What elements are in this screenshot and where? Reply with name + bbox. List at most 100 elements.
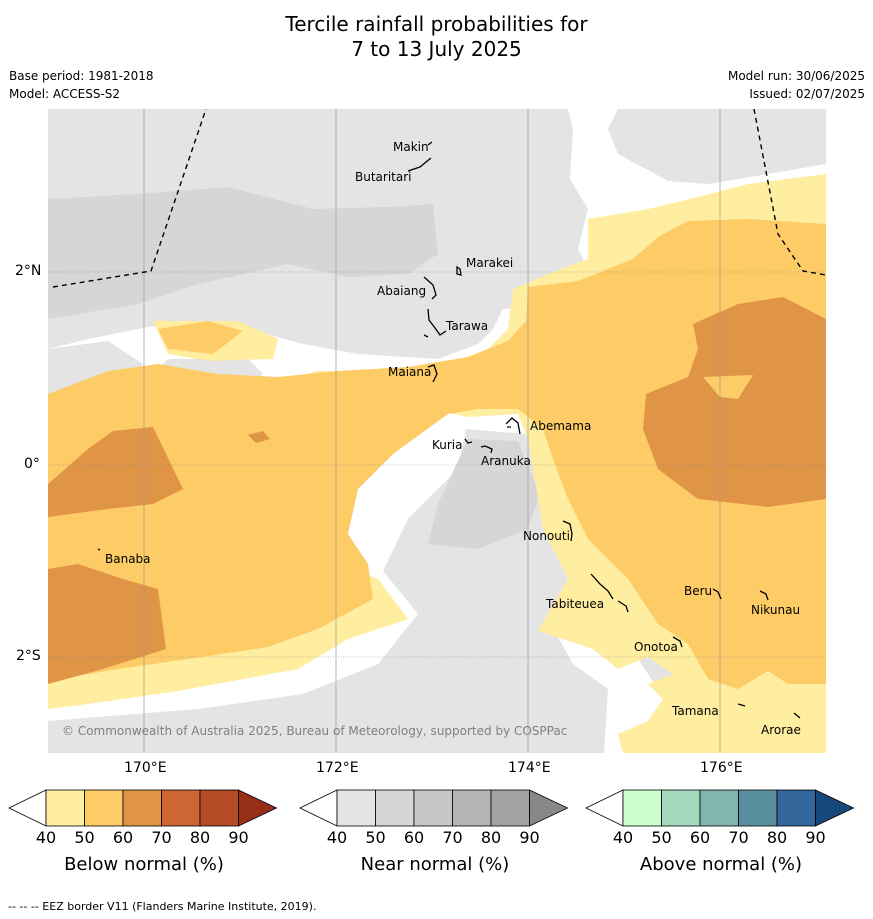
copyright-text: © Commonwealth of Australia 2025, Bureau… (62, 724, 568, 738)
graticule (48, 271, 826, 658)
lat-label-2s: 2°S (16, 648, 41, 664)
below-normal-60-region-speck (248, 431, 270, 443)
nonouti-island (562, 520, 573, 542)
colorbar-extend-high (815, 789, 855, 827)
lon-label-170e: 170°E (124, 760, 167, 776)
place-label-tamana: Tamana (672, 704, 719, 718)
colorbar-segment (122, 789, 162, 827)
colorbar-extend-low (585, 789, 624, 827)
below-normal-50-region (48, 219, 826, 689)
colorbar-tick-label: 90 (228, 828, 249, 847)
onotoa-island (672, 636, 683, 648)
place-label-onotoa: Onotoa (634, 640, 678, 654)
eez-footnote: -- -- -- EEZ border V11 (Flanders Marine… (8, 900, 317, 913)
tamana-island (737, 703, 746, 707)
colorbar-segment (661, 789, 701, 827)
colorbar-tick-label: 90 (805, 828, 826, 847)
lon-label-172e: 172°E (316, 760, 359, 776)
colorbar-segment (161, 789, 201, 827)
tabiteuea-island (590, 573, 629, 613)
colorbar-label-above: Above normal (%) (639, 854, 803, 875)
colorbar-segment (452, 789, 492, 827)
colorbar-label-near: Near normal (%) (360, 854, 510, 875)
near-normal-50-region-south (428, 439, 540, 549)
colorbar-segment (84, 789, 124, 827)
model-run-text: Model run: 30/06/2025 (727, 69, 865, 83)
abaiang-island (423, 276, 437, 300)
colorbar-segment (45, 789, 85, 827)
colorbar-segment (490, 789, 530, 827)
below-normal-60-region-east (643, 297, 826, 507)
near-normal-40-region-northeast (608, 109, 826, 184)
place-label-aranuka: Aranuka (481, 454, 531, 468)
colorbar-tick-label: 40 (326, 828, 348, 847)
colorbar-extend-low (299, 789, 338, 827)
colorbar-segment (738, 789, 778, 827)
colorbar-segment (336, 789, 376, 827)
graticule-meridians (143, 109, 721, 753)
lon-label-176e: 176°E (700, 760, 743, 776)
colorbar-tick-label: 40 (612, 828, 634, 847)
place-label-marakei: Marakei (466, 256, 514, 270)
arorae-island (793, 712, 801, 719)
colorbar-tick-label: 70 (442, 828, 463, 847)
kuria-island (464, 438, 473, 444)
colorbar-segment (776, 789, 816, 827)
colorbar-tick-label: 80 (189, 828, 211, 847)
colorbar-tick-label: 60 (112, 828, 134, 847)
colorbar-tick-label: 60 (689, 828, 711, 847)
place-label-tabiteuea: Tabiteuea (546, 597, 605, 611)
lat-label-equator: 0° (24, 456, 40, 472)
place-label-beru: Beru (684, 584, 713, 598)
issued-text: Issued: 02/07/2025 (749, 87, 865, 101)
eez-border-east (753, 109, 826, 276)
colorbar-extend-high (529, 789, 569, 827)
colorbar-label-below: Below normal (%) (64, 854, 224, 875)
map-title-line1: Tercile rainfall probabilities for (285, 12, 588, 36)
banaba-island (97, 548, 101, 551)
colorbar-segment (199, 789, 239, 827)
place-label-banaba: Banaba (105, 552, 151, 566)
near-normal-50-region-north (48, 187, 438, 319)
makin-island (427, 141, 433, 146)
eez-border-west (52, 109, 207, 288)
aranuka-island (480, 445, 493, 454)
colorbar-tick-label: 80 (480, 828, 502, 847)
model-text: Model: ACCESS-S2 (9, 87, 121, 101)
colorbar-tick-label: 80 (766, 828, 788, 847)
colorbar-tick-label: 50 (365, 828, 386, 847)
colorbar-tick-label: 60 (403, 828, 425, 847)
colorbar-extend-low (8, 789, 47, 827)
colorbar-tick-label: 70 (728, 828, 749, 847)
colorbar-tick-label: 70 (151, 828, 172, 847)
below-normal-50-region-west-pocket (158, 321, 243, 354)
tarawa-island (423, 308, 447, 338)
rainfall-map (48, 109, 826, 753)
below-normal-60-region-west (48, 427, 183, 517)
colorbar-above-normal (585, 789, 855, 827)
nikunau-island (759, 590, 769, 601)
map-title-line2: 7 to 13 July 2025 (351, 37, 522, 61)
colorbar-segment (375, 789, 415, 827)
colorbar-tick-label: 40 (35, 828, 57, 847)
butaritari-island (407, 157, 432, 172)
below-normal-50-region-hole (703, 375, 753, 399)
colorbar-segment (622, 789, 662, 827)
below-normal-60-region-southwest (48, 564, 166, 684)
lat-label-2n: 2°N (15, 263, 42, 279)
island-outlines (97, 141, 801, 719)
colorbar-extend-high (238, 789, 278, 827)
colorbar-segment (413, 789, 453, 827)
beru-island (712, 588, 722, 600)
colorbar-tick-label: 50 (651, 828, 672, 847)
colorbar-near-normal (299, 789, 569, 827)
place-label-abaiang: Abaiang (377, 284, 427, 298)
maiana-island (427, 364, 438, 383)
place-label-tarawa: Tarawa (446, 319, 489, 333)
place-label-butaritari: Butaritari (355, 170, 412, 184)
place-label-arorae: Arorae (761, 723, 801, 737)
place-label-kuria: Kuria (432, 438, 463, 452)
base-period-text: Base period: 1981-2018 (9, 69, 154, 83)
colorbar-tick-label: 50 (74, 828, 95, 847)
place-label-nonouti: Nonouti (523, 529, 570, 543)
